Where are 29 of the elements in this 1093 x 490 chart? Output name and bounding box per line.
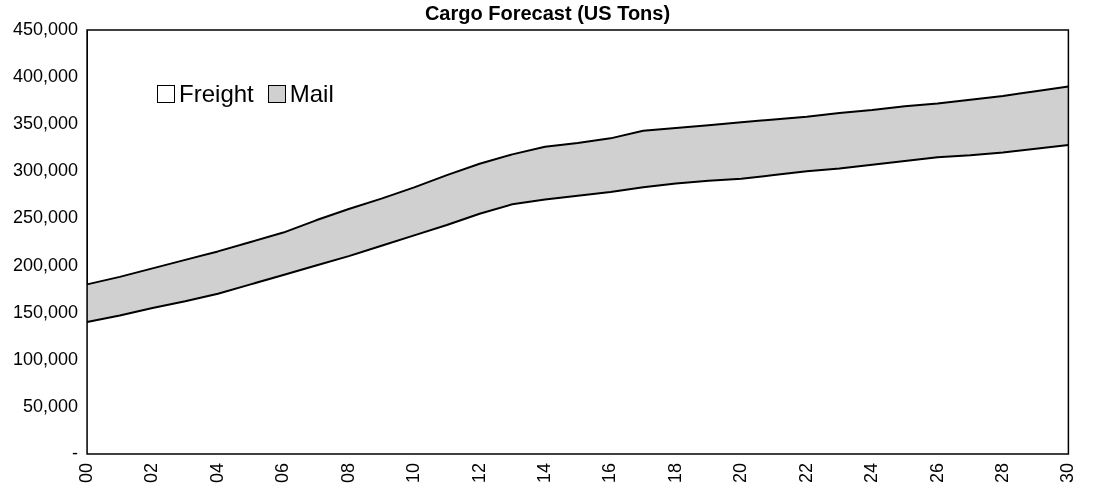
x-tick-label: 20 [730, 462, 751, 484]
y-tick-label: 450,000 [12, 18, 79, 39]
x-tick-label: 00 [76, 462, 97, 484]
x-tick-label: 30 [1057, 462, 1078, 484]
x-tick-label: 14 [533, 462, 554, 484]
legend-label: Freight [179, 80, 254, 108]
x-tick-label: 08 [337, 462, 358, 484]
x-tick-label: 18 [664, 462, 685, 484]
x-tick-label: 12 [468, 462, 489, 484]
y-tick-label: 350,000 [12, 113, 79, 134]
y-tick-label: 400,000 [12, 66, 79, 87]
legend-label: Mail [289, 80, 334, 108]
chart-title: Cargo Forecast (US Tons) [424, 1, 671, 24]
y-tick-label: - [72, 442, 79, 463]
y-tick-label: 300,000 [12, 160, 79, 181]
y-tick-label: 200,000 [12, 254, 79, 275]
x-tick-label: 22 [795, 462, 816, 484]
x-tick-label: 28 [991, 462, 1012, 484]
x-tick-label: 16 [599, 462, 620, 484]
y-tick-label: 150,000 [12, 301, 79, 322]
y-tick-label: 100,000 [12, 348, 79, 369]
x-tick-label: 26 [926, 462, 947, 484]
x-tick-label: 02 [141, 462, 162, 484]
x-tick-label: 04 [206, 462, 227, 484]
x-tick-label: 10 [403, 462, 424, 484]
y-tick-label: 50,000 [23, 395, 79, 416]
x-tick-label: 24 [861, 462, 882, 484]
x-tick-label: 06 [272, 462, 293, 484]
y-tick-label: 250,000 [12, 207, 79, 228]
